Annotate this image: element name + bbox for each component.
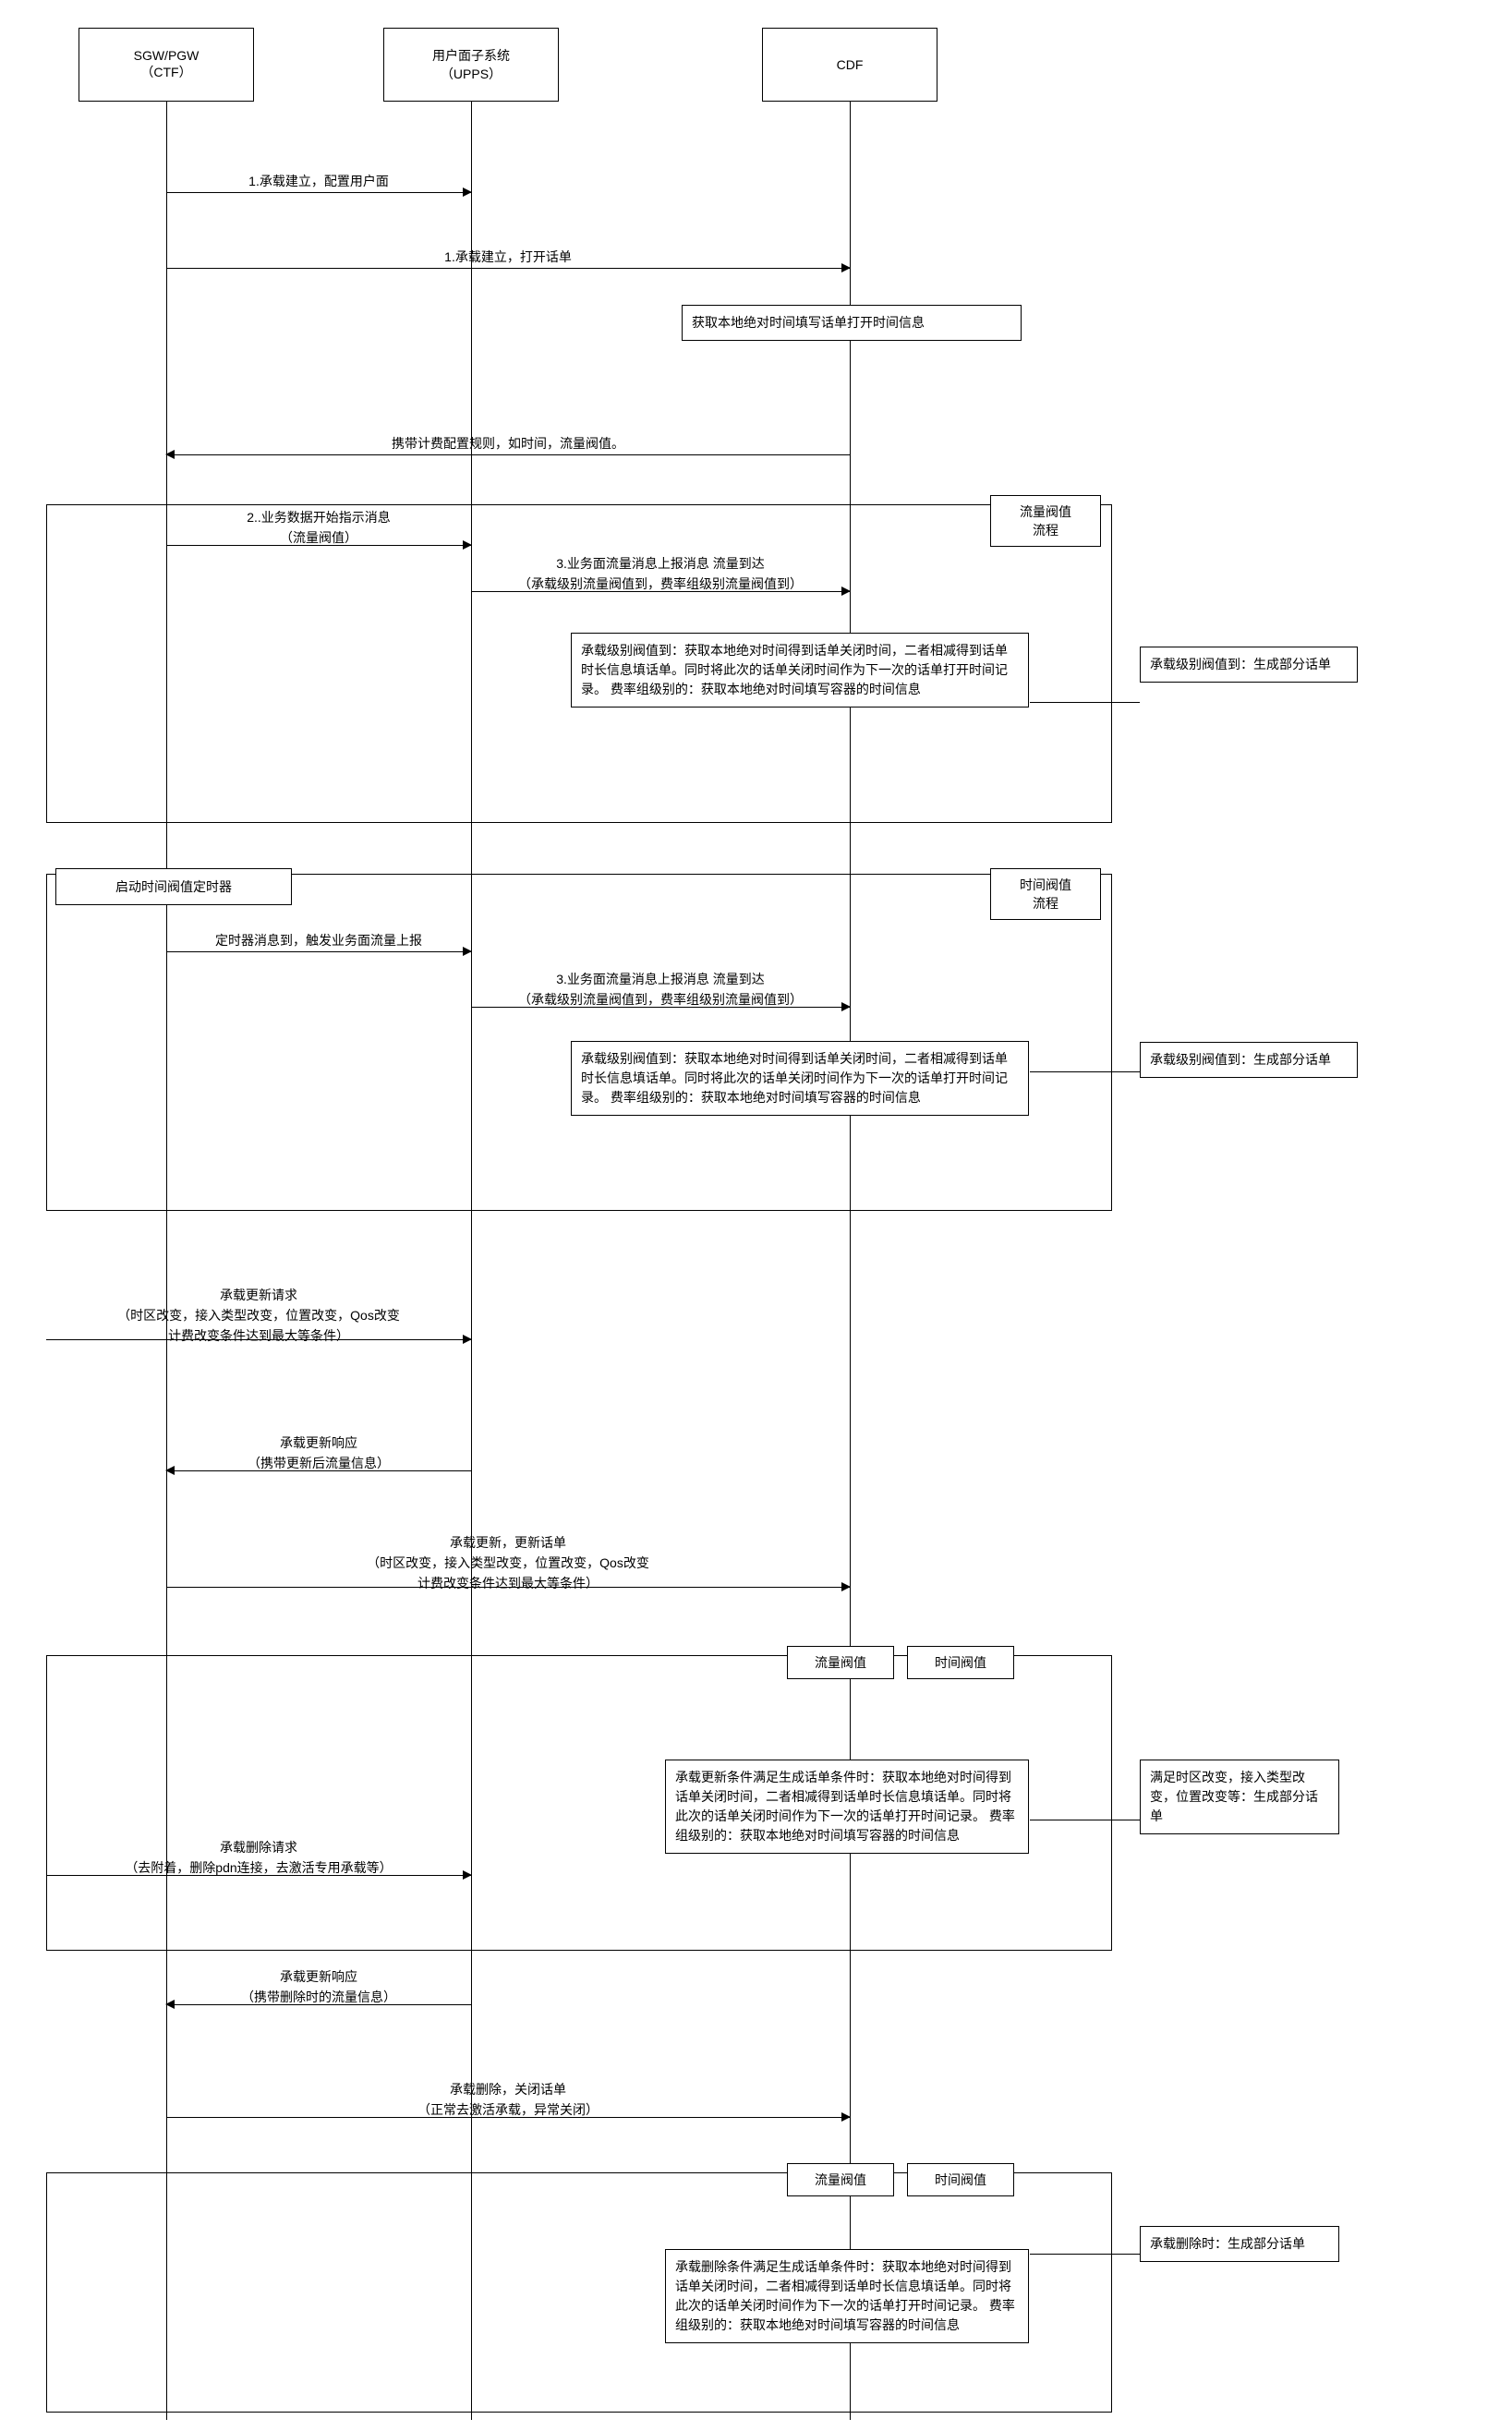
msg-text-m5: 3.业务面流量消息上报消息 流量到达 — [471, 554, 850, 573]
tag-t3: 时间阀值流程 — [990, 868, 1101, 920]
msg-text-m13: 承载删除，关闭话单 — [166, 2080, 850, 2098]
msg-text-m10: 承载更新，更新话单 — [166, 1533, 850, 1552]
tag-t6: 流量阀值 — [787, 2163, 894, 2196]
msg-text-m10: （时区改变，接入类型改变，位置改变，Qos改变 — [166, 1554, 850, 1572]
connector-s1 — [1030, 702, 1140, 703]
lifeline-a3 — [850, 102, 851, 2420]
msg-text-m12: （携带删除时的流量信息） — [166, 1988, 471, 2006]
msg-text-m12: 承载更新响应 — [166, 1967, 471, 1986]
tag-t2: 启动时间阀值定时器 — [55, 868, 292, 905]
note-n4: 承载更新条件满足生成话单条件时：获取本地绝对时间得到话单关闭时间，二者相减得到话… — [665, 1760, 1029, 1854]
msg-text-m11: （去附着，删除pdn连接，去激活专用承载等） — [46, 1858, 471, 1877]
arrow-m6 — [166, 951, 471, 952]
msg-text-m8: 承载更新请求 — [46, 1286, 471, 1304]
msg-text-m8: （时区改变，接入类型改变，位置改变，Qos改变 — [46, 1306, 471, 1324]
msg-text-m3: 携带计费配置规则，如时间，流量阀值。 — [166, 434, 850, 453]
actor-a2: 用户面子系统（UPPS） — [383, 28, 559, 102]
msg-text-m4: 2..业务数据开始指示消息 — [166, 508, 471, 526]
msg-text-m11: 承载删除请求 — [46, 1838, 471, 1857]
tag-t5: 时间阀值 — [907, 1646, 1014, 1679]
msg-text-m7: （承载级别流量阀值到，费率组级别流量阀值到） — [471, 990, 850, 1009]
actor-a1: SGW/PGW（CTF） — [79, 28, 254, 102]
note-n3: 承载级别阀值到：获取本地绝对时间得到话单关闭时间，二者相减得到话单时长信息填话单… — [571, 1041, 1029, 1116]
sidenote-s2: 承载级别阀值到：生成部分话单 — [1140, 1042, 1358, 1078]
tag-t7: 时间阀值 — [907, 2163, 1014, 2196]
msg-text-m8: 计费改变条件达到最大等条件） — [46, 1326, 471, 1345]
msg-text-m7: 3.业务面流量消息上报消息 流量到达 — [471, 970, 850, 988]
msg-text-m9: （携带更新后流量信息） — [166, 1454, 471, 1472]
sidenote-s4: 承载删除时：生成部分话单 — [1140, 2226, 1339, 2262]
arrow-m3 — [166, 454, 850, 455]
sidenote-s3: 满足时区改变，接入类型改变，位置改变等：生成部分话单 — [1140, 1760, 1339, 1834]
sequence-diagram: SGW/PGW（CTF） 用户面子系统（UPPS） CDF 1.承载建立，配置用户面 1… — [0, 0, 1512, 2431]
arrow-m2 — [166, 268, 850, 269]
sidenote-s1: 承载级别阀值到：生成部分话单 — [1140, 647, 1358, 683]
msg-text-m2: 1.承载建立，打开话单 — [166, 248, 850, 266]
msg-text-m1: 1.承载建立，配置用户面 — [166, 172, 471, 190]
msg-text-m13: （正常去激活承载，异常关闭） — [166, 2100, 850, 2119]
msg-text-m4: （流量阀值） — [166, 528, 471, 547]
arrow-m1 — [166, 192, 471, 193]
connector-s2 — [1030, 1071, 1140, 1072]
connector-s4 — [1030, 2254, 1140, 2255]
note-n5: 承载删除条件满足生成话单条件时：获取本地绝对时间得到话单关闭时间，二者相减得到话… — [665, 2249, 1029, 2343]
msg-text-m9: 承载更新响应 — [166, 1433, 471, 1452]
tag-t1: 流量阀值流程 — [990, 495, 1101, 547]
note-n1: 获取本地绝对时间填写话单打开时间信息 — [682, 305, 1022, 341]
msg-text-m6: 定时器消息到，触发业务面流量上报 — [166, 931, 471, 949]
actor-a3: CDF — [762, 28, 937, 102]
note-n2: 承载级别阀值到：获取本地绝对时间得到话单关闭时间，二者相减得到话单时长信息填话单… — [571, 633, 1029, 708]
msg-text-m5: （承载级别流量阀值到，费率组级别流量阀值到） — [471, 574, 850, 593]
msg-text-m10: 计费改变条件达到最大等条件） — [166, 1574, 850, 1592]
tag-t4: 流量阀值 — [787, 1646, 894, 1679]
